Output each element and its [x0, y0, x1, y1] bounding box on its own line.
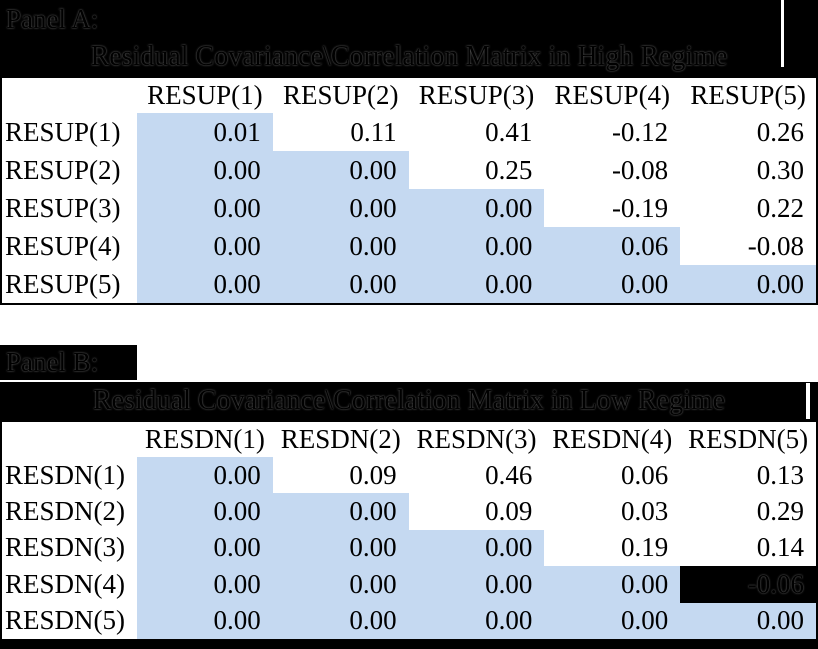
matrix-cell: 0.00 — [272, 529, 409, 567]
matrix-cell: 0.00 — [137, 151, 273, 189]
matrix-cell: 0.00 — [544, 265, 681, 303]
matrix-cell: 0.00 — [544, 602, 681, 639]
matrix-cell: 0.00 — [408, 265, 545, 303]
matrix-cell: 0.00 — [137, 265, 273, 303]
panel-b-title-band: Residual Covariance\Correlation Matrix i… — [0, 382, 818, 420]
column-header: RESUP(2) — [282, 80, 399, 110]
matrix-cell: 0.00 — [137, 457, 273, 494]
column-header: RESDN(4) — [552, 424, 673, 454]
row-label: RESDN(5) — [5, 605, 125, 636]
matrix-cell: 0.09 — [485, 496, 533, 527]
row-label: RESUP(5) — [5, 268, 121, 299]
row-label: RESDN(1) — [5, 459, 125, 490]
column-header: RESUP(1) — [147, 80, 263, 110]
matrix-cell: 0.06 — [620, 459, 669, 490]
matrix-cell: 0.00 — [272, 566, 409, 603]
panel-a-label: Panel A: — [6, 4, 99, 34]
matrix-table-high-regime: RESUP(1) RESUP(2) RESUP(3) RESUP(4) RESUP(5)… — [0, 76, 818, 305]
matrix-cell: 0.00 — [137, 566, 273, 603]
matrix-cell: -0.08 — [747, 230, 804, 261]
matrix-cell: 0.03 — [620, 496, 669, 527]
matrix-cell: 0.00 — [408, 602, 545, 639]
matrix-cell: 0.00 — [408, 566, 545, 603]
row-label: RESDN(4) — [5, 568, 125, 599]
column-header: RESUP(5) — [690, 80, 806, 110]
matrix-cell: -0.12 — [611, 116, 669, 147]
matrix-cell: 0.26 — [756, 116, 804, 147]
matrix-cell: -0.06 — [680, 566, 816, 603]
matrix-cell: 0.00 — [137, 189, 273, 227]
gridline-artifact — [781, 0, 784, 67]
matrix-cell: 0.09 — [349, 459, 397, 490]
matrix-cell: 0.13 — [756, 459, 804, 490]
matrix-cell: 0.29 — [756, 496, 804, 527]
matrix-cell: 0.01 — [137, 113, 273, 151]
matrix-cell: 0.19 — [620, 532, 669, 563]
matrix-table-low-regime: RESDN(1) RESDN(2) RESDN(3) RESDN(4) RESDN(5)… — [0, 420, 818, 641]
gridline-artifact — [806, 383, 810, 419]
matrix-cell: 0.00 — [272, 189, 409, 227]
corner-cell — [2, 78, 137, 113]
column-header: RESDN(5) — [688, 424, 809, 454]
column-header: RESDN(1) — [144, 424, 265, 454]
matrix-cell: 0.00 — [272, 227, 409, 265]
row-label: RESUP(3) — [5, 192, 121, 223]
matrix-cell: 0.46 — [485, 459, 533, 490]
matrix-cell: 0.00 — [137, 602, 273, 639]
matrix-cell: 0.00 — [408, 529, 545, 567]
row-label: RESUP(1) — [5, 116, 121, 147]
matrix-cell: 0.11 — [350, 116, 397, 147]
matrix-cell: 0.00 — [680, 602, 816, 639]
matrix-cell: 0.14 — [756, 532, 804, 563]
row-label: RESDN(3) — [5, 532, 125, 563]
bottom-border-bar — [0, 641, 818, 649]
column-header: RESUP(3) — [418, 80, 535, 110]
matrix-cell: 0.22 — [756, 192, 804, 223]
matrix-cell: 0.00 — [680, 265, 816, 303]
matrix-cell: 0.00 — [272, 602, 409, 639]
thin-gap — [0, 380, 818, 382]
matrix-cell: 0.00 — [137, 493, 273, 530]
panel-b-label: Panel B: — [0, 345, 137, 380]
matrix-cell: 0.00 — [272, 493, 409, 530]
row-label: RESUP(2) — [5, 154, 121, 185]
matrix-cell: 0.00 — [408, 189, 545, 227]
matrix-cell: -0.08 — [611, 154, 669, 185]
matrix-cell: 0.00 — [272, 265, 409, 303]
matrix-cell: 0.00 — [272, 151, 409, 189]
column-header: RESDN(3) — [416, 424, 537, 454]
matrix-cell: 0.06 — [544, 227, 681, 265]
matrix-cell: 0.25 — [485, 154, 533, 185]
matrix-cell: 0.00 — [544, 566, 681, 603]
panel-a-header-band: Panel A: Residual Covariance\Correlation… — [0, 0, 818, 76]
column-header: RESUP(4) — [554, 80, 671, 110]
matrix-cell: 0.00 — [137, 227, 273, 265]
row-label: RESDN(2) — [5, 496, 125, 527]
panel-gap — [0, 305, 818, 345]
panel-a-title: Residual Covariance\Correlation Matrix i… — [90, 41, 728, 72]
row-label: RESUP(4) — [5, 230, 121, 261]
column-header: RESDN(2) — [280, 424, 401, 454]
corner-cell — [2, 422, 137, 457]
panel-b-title: Residual Covariance\Correlation Matrix i… — [92, 385, 726, 416]
matrix-cell: 0.00 — [408, 227, 545, 265]
matrix-cell: 0.30 — [756, 154, 804, 185]
matrix-cell: 0.41 — [485, 116, 533, 147]
matrix-cell: 0.00 — [137, 529, 273, 567]
matrix-cell: -0.19 — [611, 192, 669, 223]
